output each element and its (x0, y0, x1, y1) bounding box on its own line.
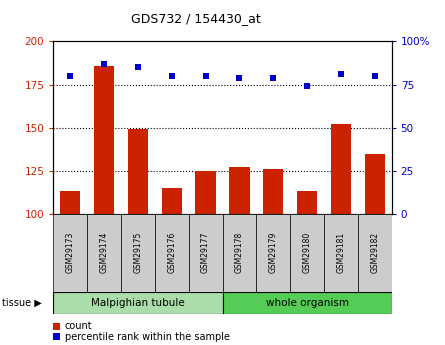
Bar (222, 214, 256, 292)
Point (371, 73, 378, 79)
Text: GSM29174: GSM29174 (100, 232, 109, 273)
Point (303, 83, 311, 89)
Text: GSM29182: GSM29182 (370, 232, 379, 273)
Point (101, 61, 108, 67)
Point (202, 73, 209, 79)
Bar (222, 292, 392, 314)
Bar (87, 214, 121, 292)
Text: GSM29179: GSM29179 (269, 232, 278, 273)
Bar (60, 191, 81, 214)
Text: Malpighian tubule: Malpighian tubule (91, 298, 185, 308)
Text: GSM29180: GSM29180 (303, 232, 312, 273)
Bar (290, 214, 324, 292)
Bar (195, 171, 216, 214)
Text: GDS732 / 154430_at: GDS732 / 154430_at (131, 12, 261, 25)
Text: GSM29175: GSM29175 (134, 232, 142, 273)
Text: GSM29177: GSM29177 (201, 232, 210, 273)
Bar (53, 292, 222, 314)
Point (67, 73, 74, 79)
Text: GSM29173: GSM29173 (66, 232, 75, 273)
Point (236, 75, 243, 80)
Text: GSM29176: GSM29176 (167, 232, 176, 273)
Bar (263, 169, 283, 214)
Text: percentile rank within the sample: percentile rank within the sample (65, 332, 230, 342)
Bar (155, 214, 189, 292)
Text: GSM29178: GSM29178 (235, 232, 244, 273)
Text: GSM29181: GSM29181 (336, 232, 345, 273)
Bar (229, 167, 250, 214)
Bar (94, 66, 114, 214)
Bar (128, 129, 148, 214)
Bar (189, 214, 222, 292)
Text: whole organism: whole organism (266, 298, 348, 308)
Bar (364, 154, 385, 214)
Bar (53, 214, 87, 292)
Bar (297, 191, 317, 214)
Point (337, 71, 344, 77)
Point (270, 75, 277, 80)
Bar (121, 214, 155, 292)
Text: count: count (65, 322, 92, 331)
Bar (256, 214, 290, 292)
Text: tissue ▶: tissue ▶ (2, 298, 42, 308)
Bar (358, 214, 392, 292)
Bar (331, 124, 351, 214)
Point (134, 65, 142, 70)
Bar (162, 188, 182, 214)
Bar (324, 214, 358, 292)
Point (168, 73, 175, 79)
